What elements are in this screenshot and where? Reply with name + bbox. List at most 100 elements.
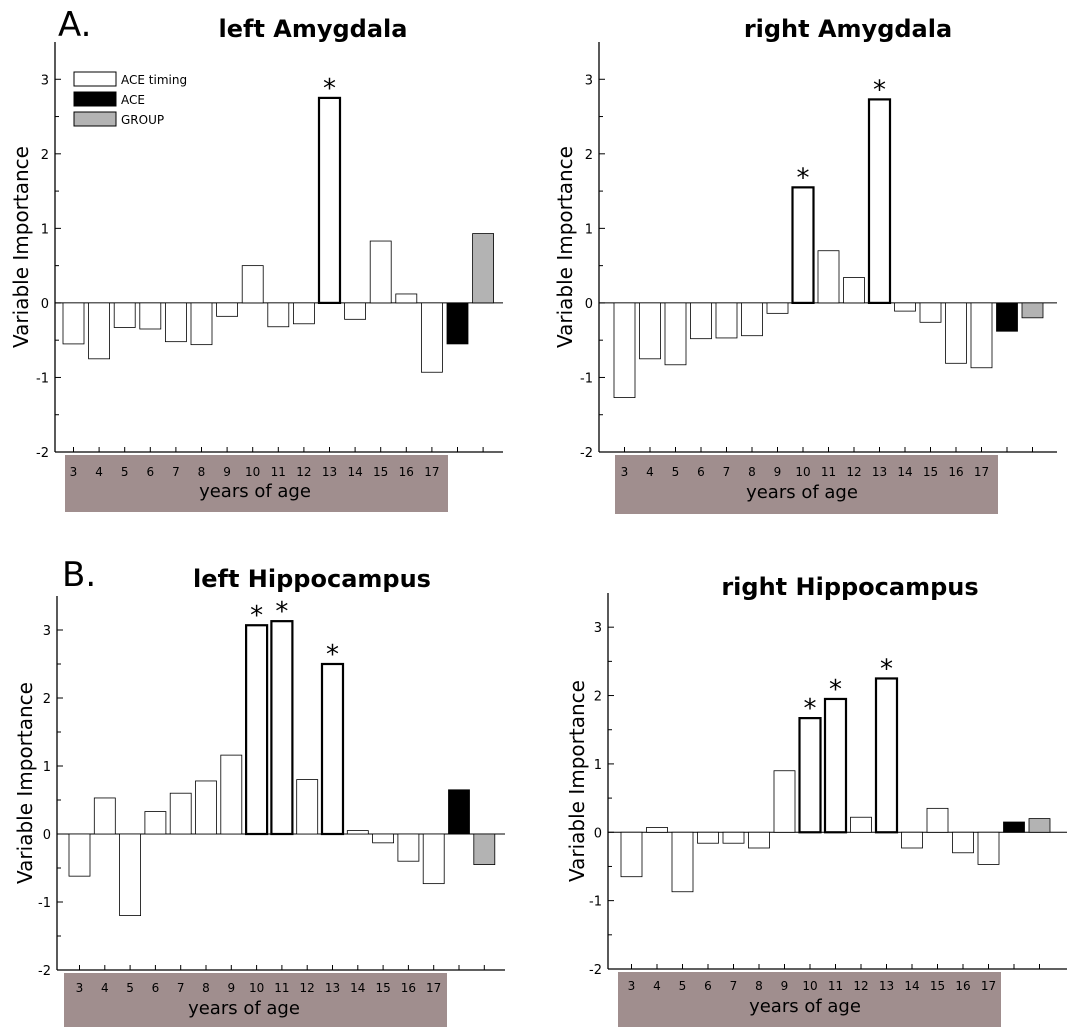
y-tick-label: 3	[585, 73, 593, 88]
bar	[664, 302, 687, 366]
bar	[420, 302, 443, 373]
y-tick-label: -2	[589, 963, 602, 978]
x-tick-label: 16	[399, 465, 414, 479]
x-tick-label: 10	[795, 465, 810, 479]
bar	[894, 302, 916, 312]
chart-title: left Hippocampus	[193, 565, 431, 593]
bar	[369, 240, 392, 304]
x-axis-label: years of age	[749, 996, 861, 1017]
bar	[93, 797, 116, 835]
x-tick-label: 13	[872, 465, 887, 479]
bar	[346, 830, 369, 835]
y-tick-label: 2	[594, 690, 602, 705]
bar	[945, 302, 967, 364]
age-band	[65, 455, 448, 512]
x-tick-label: 13	[325, 981, 340, 995]
x-tick-label: 6	[697, 465, 705, 479]
bar	[472, 233, 495, 304]
bar	[977, 831, 1000, 865]
bar	[766, 302, 789, 314]
bar	[164, 302, 187, 343]
bar	[292, 302, 315, 325]
x-tick-label: 15	[373, 465, 388, 479]
bar	[671, 831, 694, 893]
bar	[952, 831, 974, 854]
x-tick-label: 11	[821, 465, 836, 479]
x-tick-label: 17	[974, 465, 989, 479]
y-axis-label: Variable Importance	[553, 146, 577, 348]
x-tick-label: 12	[300, 981, 315, 995]
bar	[88, 302, 110, 360]
panel-label-b: B.	[62, 555, 96, 595]
bar	[372, 833, 395, 844]
significance-star: *	[323, 74, 336, 104]
y-tick-label: 2	[43, 692, 51, 707]
x-tick-label: 8	[198, 465, 206, 479]
y-tick-label: 3	[41, 73, 49, 88]
y-tick-label: 2	[585, 148, 593, 163]
x-tick-label: 15	[930, 979, 945, 993]
x-tick-label: 9	[781, 979, 789, 993]
bar	[817, 250, 840, 304]
x-axis-label: years of age	[746, 482, 858, 503]
bar	[195, 780, 217, 835]
bar	[690, 302, 712, 340]
legend-swatch-ace-timing	[73, 71, 117, 87]
y-tick-label: -2	[38, 964, 51, 979]
legend-label-ace: ACE	[121, 93, 145, 107]
x-tick-label: 17	[426, 981, 441, 995]
bar	[823, 697, 848, 834]
bar	[715, 302, 738, 339]
bar	[68, 833, 91, 877]
x-tick-label: 12	[853, 979, 868, 993]
x-tick-label: 8	[748, 465, 756, 479]
y-tick-label: 1	[43, 760, 51, 775]
x-tick-label: 8	[755, 979, 763, 993]
bar	[296, 779, 319, 835]
bar	[919, 302, 942, 323]
significance-star: *	[873, 75, 886, 105]
x-tick-label: 6	[152, 981, 160, 995]
bar	[473, 833, 496, 866]
x-tick-label: 4	[95, 465, 103, 479]
x-tick-label: 9	[223, 465, 231, 479]
x-tick-label: 5	[121, 465, 129, 479]
bar	[267, 302, 290, 328]
x-tick-label: 12	[296, 465, 311, 479]
y-tick-label: -1	[580, 371, 593, 386]
chart-right-hippocampus: right Hippocampus Variable Importance -2 -1…	[565, 573, 1067, 1027]
bar	[850, 816, 872, 833]
x-tick-label: 12	[846, 465, 861, 479]
x-tick-label: 14	[904, 979, 919, 993]
chart-left-hippocampus: left Hippocampus Variable Importance -2 -1 0…	[13, 565, 505, 1027]
x-tick-label: 5	[679, 979, 687, 993]
bar	[620, 831, 643, 878]
x-tick-label: 10	[249, 981, 264, 995]
bar	[317, 96, 342, 305]
x-axis-label: years of age	[199, 481, 311, 502]
y-tick-label: -1	[38, 896, 51, 911]
x-tick-label: 4	[653, 979, 661, 993]
bar	[639, 302, 661, 360]
bar	[741, 302, 763, 337]
legend-swatch-ace	[73, 91, 117, 107]
bar	[867, 98, 892, 305]
x-tick-label: 10	[802, 979, 817, 993]
age-band	[615, 455, 998, 514]
x-tick-label: 7	[177, 981, 185, 995]
x-tick-label: 7	[723, 465, 731, 479]
bar	[970, 302, 993, 369]
y-tick-label: 1	[585, 222, 593, 237]
x-tick-label: 14	[350, 981, 365, 995]
x-tick-label: 5	[672, 465, 680, 479]
x-tick-label: 7	[730, 979, 738, 993]
y-tick-label: 2	[41, 148, 49, 163]
bar	[220, 754, 243, 835]
x-tick-label: 16	[955, 979, 970, 993]
legend-label-ace-timing: ACE timing	[121, 73, 187, 87]
x-tick-label: 11	[271, 465, 286, 479]
y-tick-label: -2	[36, 446, 49, 461]
